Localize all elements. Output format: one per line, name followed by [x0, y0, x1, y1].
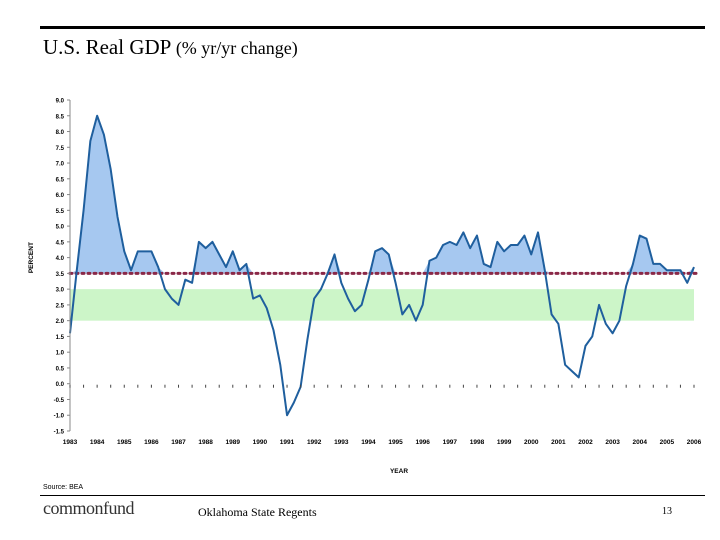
x-tick-label: 2002: [578, 439, 593, 446]
x-axis-label: YEAR: [390, 468, 408, 475]
y-tick-label: 5.0: [56, 225, 65, 231]
y-tick-label: -1.0: [54, 414, 65, 420]
y-tick-label: 7.5: [56, 146, 65, 152]
x-tick-label: 1991: [280, 439, 295, 446]
above-reference-fill: [70, 115, 694, 274]
x-tick-label: 1996: [415, 439, 430, 446]
y-tick-label: -1.5: [54, 430, 65, 436]
x-tick-label: 1985: [117, 439, 132, 446]
target-band: [70, 289, 694, 321]
y-tick-label: 6.5: [56, 177, 65, 183]
gdp-series-line: [69, 114, 695, 417]
y-tick-label: 5.5: [56, 209, 65, 215]
x-tick-label: 2005: [660, 439, 675, 446]
y-tick-label: 3.5: [56, 272, 65, 278]
y-tick-label: 4.5: [56, 240, 65, 246]
x-tick-label: 1989: [226, 439, 241, 446]
x-tick-label: 1992: [307, 439, 322, 446]
y-tick-label: 1.0: [56, 351, 65, 357]
x-tick-label: 1995: [388, 439, 403, 446]
x-tick-label: 2003: [605, 439, 620, 446]
x-tick-label: 1986: [144, 439, 159, 446]
y-tick-label: 4.0: [56, 256, 65, 262]
footer-organization: Oklahoma State Regents: [198, 505, 317, 519]
y-tick-label: 8.5: [56, 114, 65, 120]
x-tick-label: 2001: [551, 439, 566, 446]
x-tick-label: 1987: [171, 439, 186, 446]
top-rule: [40, 26, 705, 29]
y-tick-label: 0.0: [56, 382, 65, 388]
slide-title: U.S. Real GDP (% yr/yr change): [43, 35, 298, 60]
title-main: U.S. Real GDP: [43, 35, 171, 59]
y-tick-label: 7.0: [56, 162, 65, 168]
y-tick-label: 8.0: [56, 130, 65, 136]
title-subtitle: (% yr/yr change): [175, 38, 298, 58]
x-tick-label: 1988: [198, 439, 213, 446]
x-tick-label: 1998: [470, 439, 485, 446]
x-tick-label: 1983: [63, 439, 78, 446]
x-axis-ticks: 1983 1984 1985 1986 1987 1988 1989 1990 1991 1992…: [63, 439, 702, 446]
y-tick-label: -0.5: [54, 398, 65, 404]
x-tick-label: 1994: [361, 439, 376, 446]
source-note: Source: BEA: [43, 484, 84, 491]
x-tick-label: 1984: [90, 439, 105, 446]
y-tick-label: 1.5: [56, 335, 65, 341]
x-tick-label: 1999: [497, 439, 512, 446]
x-tick-label: 2006: [687, 439, 702, 446]
y-tick-label: 2.5: [56, 303, 65, 309]
y-axis-label: PERCENT: [28, 242, 35, 273]
x-tick-label: 2000: [524, 439, 539, 446]
y-tick-label: 6.0: [56, 193, 65, 199]
x-tick-label: 1993: [334, 439, 349, 446]
x-tick-label: 2004: [633, 439, 648, 446]
y-tick-label: 2.0: [56, 319, 65, 325]
brand-logo: commonfund: [43, 498, 135, 518]
y-tick-label: 3.0: [56, 288, 65, 294]
bottom-rule: [40, 495, 705, 496]
y-tick-label: 0.5: [56, 366, 65, 372]
y-tick-label: 9.0: [56, 99, 65, 105]
x-tick-label: 1997: [443, 439, 458, 446]
y-axis-ticks: 9.0 8.5 8.0 7.5 7.0 6.5 6.0 5.5 5.0 4.5 4.0 3.5 3.0 2…: [54, 99, 695, 436]
x-tick-label: 1990: [253, 439, 268, 446]
page-number: 13: [662, 506, 672, 517]
